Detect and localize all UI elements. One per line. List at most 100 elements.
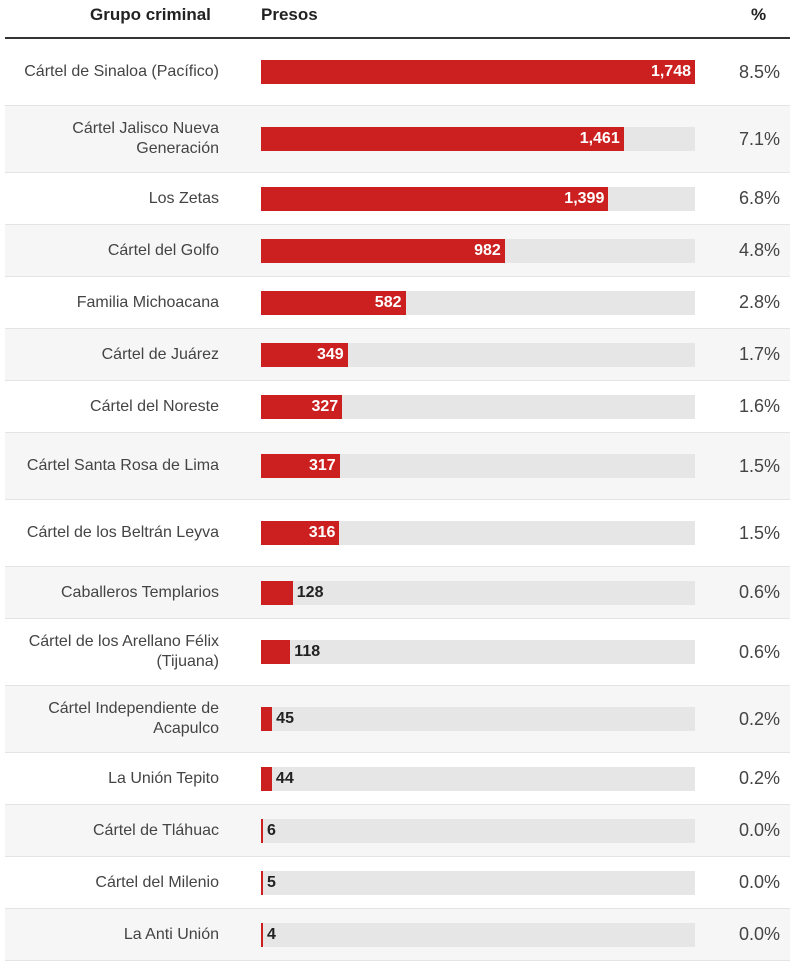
percent-label: 0.6% bbox=[738, 582, 780, 602]
bar bbox=[261, 291, 406, 315]
bar-track: 1,461 bbox=[261, 127, 695, 151]
bar bbox=[261, 454, 340, 478]
bar-track: 1,399 bbox=[261, 187, 695, 211]
bar bbox=[261, 239, 505, 263]
percent-label: 0.0% bbox=[738, 872, 780, 892]
bar-track: 317 bbox=[261, 454, 695, 478]
table-row: Los Zetas 1,399 6.8% bbox=[5, 173, 790, 225]
table-row: Cártel de Sinaloa (Pacífico) 1,748 8.5% bbox=[5, 39, 790, 106]
category-label: Cártel Santa Rosa de Lima bbox=[26, 457, 219, 474]
table-row: Cártel de Juárez 349 1.7% bbox=[5, 329, 790, 381]
table-row: Cártel del Milenio 5 0.0% bbox=[5, 857, 790, 909]
bar-track: 118 bbox=[261, 640, 695, 664]
bar-value-label: 45 bbox=[276, 710, 294, 727]
percent-label: 0.0% bbox=[738, 820, 780, 840]
header-presos: Presos bbox=[261, 5, 318, 24]
bar-track: 45 bbox=[261, 707, 695, 731]
percent-label: 0.0% bbox=[738, 924, 780, 944]
bar-value-label: 1,748 bbox=[650, 63, 691, 80]
percent-label: 7.1% bbox=[738, 128, 780, 149]
table-row: Cártel del Noreste 327 1.6% bbox=[5, 381, 790, 433]
percent-label: 8.5% bbox=[738, 61, 780, 82]
bar bbox=[261, 871, 263, 895]
category-label: Cártel del Golfo bbox=[107, 241, 219, 259]
table-row: Cártel de Tláhuac 6 0.0% bbox=[5, 805, 790, 857]
bar bbox=[261, 60, 695, 84]
bar-track: 1,748 bbox=[261, 60, 695, 84]
table-row: Cártel Jalisco Nueva Generación 1,461 7.1% bbox=[5, 106, 790, 173]
bar-value-label: 349 bbox=[316, 346, 344, 363]
percent-label: 2.8% bbox=[738, 292, 780, 312]
bar-value-label: 582 bbox=[374, 294, 402, 311]
percent-label: 0.6% bbox=[738, 641, 780, 662]
bar bbox=[261, 640, 291, 664]
category-label: Cártel del Noreste bbox=[90, 397, 219, 415]
bar-value-label: 6 bbox=[267, 822, 276, 839]
category-label: Cártel de Tláhuac bbox=[93, 821, 219, 839]
table-row: Familia Michoacana 582 2.8% bbox=[5, 277, 790, 329]
bar-value-label: 44 bbox=[275, 770, 294, 787]
percent-label: 0.2% bbox=[738, 768, 780, 788]
bar-track: 582 bbox=[261, 291, 695, 315]
bar-track: 349 bbox=[261, 343, 695, 367]
bar-value-label: 4 bbox=[267, 926, 276, 943]
bar-value-label: 982 bbox=[474, 242, 501, 259]
percent-label: 1.6% bbox=[738, 396, 780, 416]
bar-value-label: 316 bbox=[308, 524, 336, 541]
bar-value-label: 128 bbox=[296, 584, 324, 601]
bar bbox=[261, 187, 609, 211]
category-label: Cártel del Milenio bbox=[95, 873, 219, 891]
category-label: Cártel de Sinaloa (Pacífico) bbox=[24, 63, 219, 80]
bar-track: 5 bbox=[261, 871, 695, 895]
category-label: La Anti Unión bbox=[123, 925, 219, 943]
table-row: Cártel de los Beltrán Leyva 316 1.5% bbox=[5, 500, 790, 567]
bar bbox=[261, 395, 343, 419]
bar-track: 4 bbox=[261, 923, 695, 947]
category-label: La Unión Tepito bbox=[108, 769, 219, 787]
bar bbox=[261, 707, 273, 731]
bar-track: 316 bbox=[261, 521, 695, 545]
bar-value-label: 5 bbox=[267, 874, 276, 891]
percent-label: 6.8% bbox=[738, 188, 780, 208]
table-row: Cártel Santa Rosa de Lima 317 1.5% bbox=[5, 433, 790, 500]
percent-label: 1.5% bbox=[738, 522, 780, 543]
category-label: Cártel de los Arellano Félix (Tijuana) bbox=[28, 633, 219, 670]
bar bbox=[261, 581, 293, 605]
category-label: Cártel Independiente de Acapulco bbox=[48, 700, 219, 737]
category-label: Los Zetas bbox=[148, 189, 219, 207]
table-row: Cártel de los Arellano Félix (Tijuana) 11… bbox=[5, 619, 790, 686]
category-label: Cártel Jalisco Nueva Generación bbox=[72, 120, 219, 157]
header-group: Grupo criminal bbox=[90, 5, 211, 24]
category-label: Caballeros Templarios bbox=[61, 583, 219, 601]
bar bbox=[261, 767, 272, 791]
bar bbox=[261, 819, 263, 843]
bar-value-label: 327 bbox=[311, 398, 339, 415]
bar-value-label: 118 bbox=[294, 643, 321, 660]
bar-value-label: 317 bbox=[309, 457, 336, 474]
percent-label: 4.8% bbox=[738, 240, 780, 260]
bar-value-label: 1,399 bbox=[564, 190, 605, 207]
percent-label: 1.7% bbox=[738, 344, 780, 364]
percent-label: 1.5% bbox=[738, 455, 780, 476]
category-label: Cártel de los Beltrán Leyva bbox=[26, 524, 219, 541]
bar bbox=[261, 127, 624, 151]
bar-track: 128 bbox=[261, 581, 695, 605]
percent-label: 0.2% bbox=[738, 708, 780, 729]
bar-value-label: 1,461 bbox=[579, 130, 620, 147]
bar bbox=[261, 343, 348, 367]
bar-track: 982 bbox=[261, 239, 695, 263]
bar bbox=[261, 923, 263, 947]
table-row: Cártel del Golfo 982 4.8% bbox=[5, 225, 790, 277]
bar-track: 6 bbox=[261, 819, 695, 843]
bar bbox=[261, 521, 340, 545]
category-label: Familia Michoacana bbox=[76, 293, 219, 311]
table-row: La Unión Tepito 44 0.2% bbox=[5, 753, 790, 805]
header-percent: % bbox=[751, 5, 767, 24]
table-row: Cártel Independiente de Acapulco 45 0.2% bbox=[5, 686, 790, 753]
bar-track: 44 bbox=[261, 767, 695, 791]
table-row: La Anti Unión 4 0.0% bbox=[5, 909, 790, 961]
bar-track: 327 bbox=[261, 395, 695, 419]
header-divider bbox=[5, 37, 790, 39]
category-label: Cártel de Juárez bbox=[101, 345, 219, 363]
